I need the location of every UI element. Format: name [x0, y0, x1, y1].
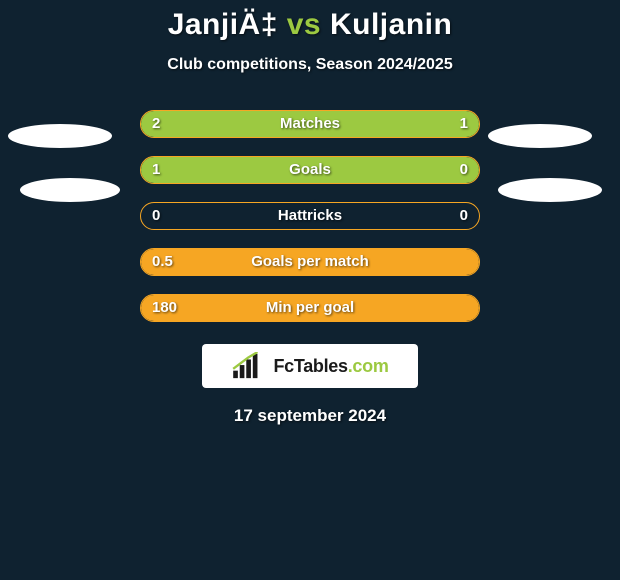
vs-label: vs: [287, 8, 321, 41]
player2-name: Kuljanin: [330, 8, 452, 41]
title: JanjiÄ‡ vs Kuljanin: [0, 0, 620, 42]
stat-label: Matches: [140, 110, 480, 138]
fctables-logo: FcTables.com: [202, 344, 418, 388]
stat-label: Goals per match: [140, 248, 480, 276]
decorative-ellipse: [20, 178, 120, 202]
logo-text: FcTables.com: [273, 356, 388, 377]
stat-row: 180Min per goal: [0, 294, 620, 322]
logo-main: Tables: [294, 356, 348, 376]
stat-label: Goals: [140, 156, 480, 184]
stat-row: 00Hattricks: [0, 202, 620, 230]
subtitle: Club competitions, Season 2024/2025: [0, 56, 620, 74]
decorative-ellipse: [8, 124, 112, 148]
stat-label: Min per goal: [140, 294, 480, 322]
decorative-ellipse: [498, 178, 602, 202]
stat-label: Hattricks: [140, 202, 480, 230]
logo-suffix: .com: [348, 356, 389, 376]
date-label: 17 september 2024: [0, 406, 620, 426]
bars-icon: [231, 352, 269, 380]
player1-name: JanjiÄ‡: [168, 8, 278, 41]
decorative-ellipse: [488, 124, 592, 148]
comparison-card: JanjiÄ‡ vs Kuljanin Club competitions, S…: [0, 0, 620, 580]
stat-row: 0.5Goals per match: [0, 248, 620, 276]
logo-prefix: Fc: [273, 356, 293, 376]
